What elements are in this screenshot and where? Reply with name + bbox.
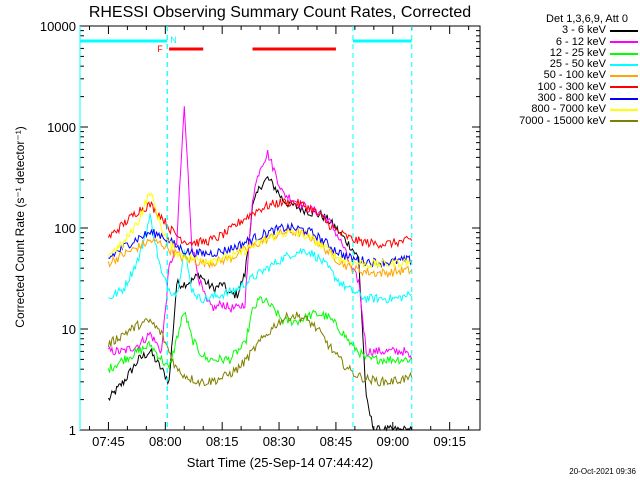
- legend-swatch: [610, 86, 638, 89]
- series-line: [107, 311, 413, 388]
- series-line: [107, 296, 413, 373]
- legend-label: 25 - 50 keV: [549, 58, 606, 71]
- plot-frame: [79, 25, 481, 431]
- legend-entry: 100 - 300 keV: [486, 80, 638, 93]
- series-line: [107, 175, 413, 432]
- legend-swatch: [610, 41, 638, 44]
- night-flag-label: N: [170, 35, 177, 45]
- legend-label: 6 - 12 keV: [555, 35, 606, 48]
- series-line: [107, 226, 413, 278]
- legend-label: 3 - 6 keV: [561, 24, 606, 37]
- legend-title: Det 1,3,6,9, Att 0: [546, 13, 628, 25]
- x-axis-label: Start Time (25-Sep-14 07:44:42): [187, 455, 373, 470]
- legend-entry: 3 - 6 keV: [486, 24, 638, 37]
- legend-swatch: [610, 97, 638, 100]
- legend-label: 12 - 25 keV: [549, 46, 606, 59]
- y-tick-label: 1000: [47, 120, 76, 135]
- series-line: [107, 106, 413, 360]
- x-tick-label: 09:00: [377, 434, 410, 449]
- y-tick-label: 100: [54, 221, 76, 236]
- y-axis-label: Corrected Count Rate (s⁻¹ detector⁻¹): [13, 126, 27, 327]
- flare-flag-label: F: [157, 44, 163, 54]
- series-line: [108, 213, 413, 304]
- y-tick-label: 10000: [40, 19, 76, 34]
- legend-label: 800 - 7000 keV: [531, 103, 606, 116]
- legend-label: 300 - 800 keV: [537, 92, 607, 105]
- timestamp: 20-Oct-2021 09:36: [569, 467, 636, 476]
- legend-label: 50 - 100 keV: [543, 69, 606, 82]
- y-tick-label: 10: [62, 322, 76, 337]
- x-tick-label: 08:45: [320, 434, 353, 449]
- legend-entry: 25 - 50 keV: [486, 58, 638, 71]
- legend: Det 1,3,6,9, Att 0 3 - 6 keV 6 - 12 keV 12…: [486, 13, 638, 127]
- legend-swatch: [610, 63, 638, 66]
- legend-entries: 3 - 6 keV 6 - 12 keV 12 - 25 keV 25 - 50 ke…: [486, 24, 638, 127]
- x-tick-label: 08:30: [263, 434, 296, 449]
- x-tick-label: 07:45: [92, 434, 125, 449]
- series-line: [107, 192, 412, 269]
- legend-entry: 12 - 25 keV: [486, 46, 638, 59]
- legend-swatch: [610, 109, 638, 112]
- legend-entry: 800 - 7000 keV: [486, 104, 638, 115]
- y-tick-label: 1: [69, 423, 76, 438]
- legend-entry: 300 - 800 keV: [486, 92, 638, 105]
- legend-entry: 50 - 100 keV: [486, 70, 638, 81]
- legend-swatch: [610, 52, 638, 55]
- legend-entry: 7000 - 15000 keV: [486, 114, 638, 127]
- plot-area: 1 10 100 1000 10000 07:45 08:00 08:15 08:30 08:45…: [40, 19, 481, 449]
- x-tick-label: 08:00: [149, 434, 182, 449]
- chart-title: RHESSI Observing Summary Count Rates, Co…: [89, 4, 471, 21]
- legend-swatch: [610, 75, 638, 78]
- legend-label: 100 - 300 keV: [537, 80, 607, 93]
- legend-label: 7000 - 15000 keV: [519, 114, 606, 127]
- legend-swatch: [610, 120, 638, 123]
- legend-entry: 6 - 12 keV: [486, 35, 638, 48]
- legend-swatch: [610, 29, 638, 32]
- x-tick-label: 09:15: [433, 434, 466, 449]
- x-tick-label: 08:15: [206, 434, 239, 449]
